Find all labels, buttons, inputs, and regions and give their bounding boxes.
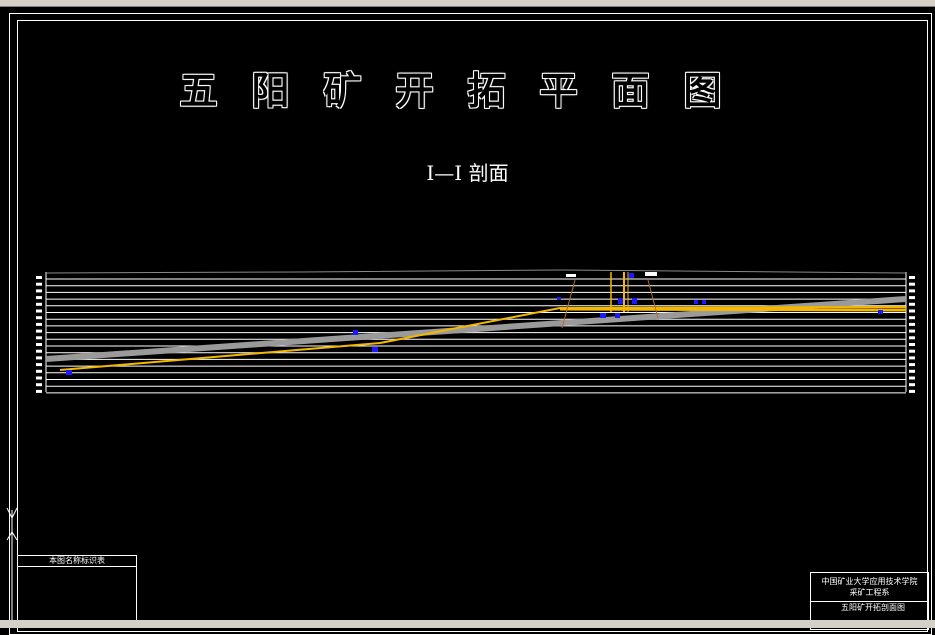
elevation-tick-label <box>909 276 915 279</box>
elevation-tick-label <box>909 322 915 326</box>
marker <box>66 370 72 375</box>
label-mark <box>645 272 657 276</box>
elevation-tick-label <box>36 289 42 293</box>
elevation-tick-label <box>909 349 915 353</box>
ucs-arrow-icon <box>6 531 18 541</box>
elevation-tick-label <box>909 356 915 360</box>
surface-line <box>45 269 907 274</box>
elevation-lines <box>46 278 906 394</box>
elevation-tick-label <box>909 316 915 320</box>
label-mark <box>566 274 576 277</box>
elevation-tick-label <box>909 363 915 367</box>
department: 采矿工程系 <box>849 588 890 597</box>
elevation-tick-label <box>909 302 915 306</box>
drawing-title: 五阳矿开拓平面图 <box>179 69 756 113</box>
elevation-tick-label <box>36 302 42 306</box>
elevation-tick-label <box>36 376 42 380</box>
elevation-tick-label <box>36 356 42 360</box>
elevation-tick-label <box>909 296 915 300</box>
markers <box>66 273 883 375</box>
marker <box>694 300 698 304</box>
marker <box>629 273 634 278</box>
elevation-tick-label <box>36 336 42 340</box>
borehole-2 <box>647 279 659 319</box>
elevation-tick-label <box>36 369 42 373</box>
elevation-tick-label <box>36 383 42 387</box>
section-label: I—I 剖面 <box>426 161 509 185</box>
marker <box>557 297 561 300</box>
elevation-tick-label <box>36 329 42 333</box>
elevation-tick-label <box>36 363 42 367</box>
elevation-tick-label <box>909 329 915 333</box>
legend-table: 本图名称标识表 <box>17 555 137 625</box>
elevation-tick-label <box>909 282 915 286</box>
institution: 中国矿业大学应用技术学院 <box>821 577 918 586</box>
elevation-tick-label <box>36 322 42 326</box>
elevation-tick-label <box>909 309 915 313</box>
elevation-tick-label <box>909 336 915 340</box>
elevation-tick-label <box>36 282 42 286</box>
coal-seam-main <box>559 307 907 312</box>
y-axis-icon <box>6 507 18 520</box>
marker <box>353 330 358 335</box>
marker <box>600 313 606 318</box>
elevation-tick-label <box>36 276 42 279</box>
elevation-ticks <box>36 276 915 393</box>
legend-table-title: 本图名称标识表 <box>18 556 136 567</box>
marker <box>372 347 378 352</box>
coal-seam <box>59 306 907 371</box>
marker <box>632 298 637 304</box>
marker <box>702 300 706 304</box>
strata-band <box>46 296 906 362</box>
marker <box>615 313 620 318</box>
elevation-tick-label <box>909 376 915 380</box>
elevation-tick-label <box>36 296 42 300</box>
elevation-tick-label <box>909 343 915 346</box>
elevation-tick-label <box>36 343 42 346</box>
borehole-1 <box>561 279 576 329</box>
elevation-tick-label <box>36 309 42 313</box>
elevation-tick-label <box>909 289 915 293</box>
elevation-tick-label <box>36 349 42 353</box>
drawing-name: 五阳矿开拓剖面图 <box>811 601 928 613</box>
elevation-tick-label <box>909 389 915 393</box>
elevation-tick-label <box>36 316 42 320</box>
elevation-tick-label <box>909 383 915 387</box>
marker <box>878 310 883 314</box>
toolbar-strip <box>0 0 935 7</box>
marker <box>618 298 623 304</box>
elevation-tick-label <box>36 389 42 393</box>
elevation-tick-label <box>909 369 915 373</box>
command-bar[interactable] <box>0 620 935 628</box>
